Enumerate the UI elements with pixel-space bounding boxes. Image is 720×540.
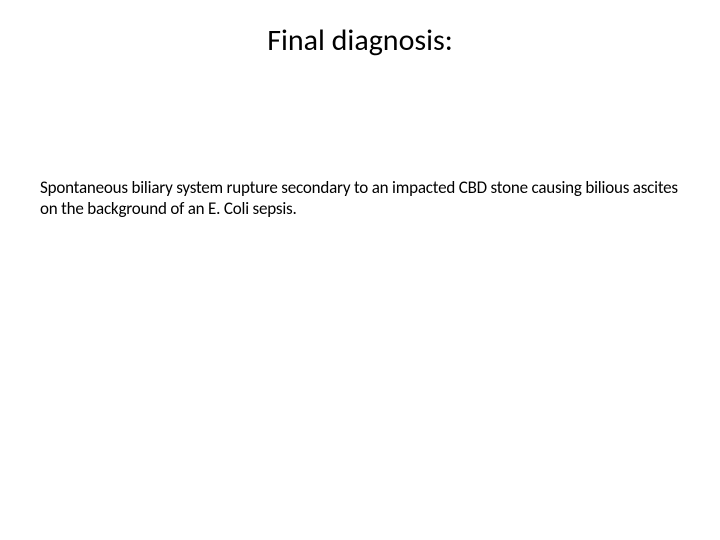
slide-container: Final diagnosis: Spontaneous biliary sys… (0, 0, 720, 540)
slide-body-text: Spontaneous biliary system rupture secon… (40, 177, 680, 220)
slide-title: Final diagnosis: (170, 22, 550, 59)
